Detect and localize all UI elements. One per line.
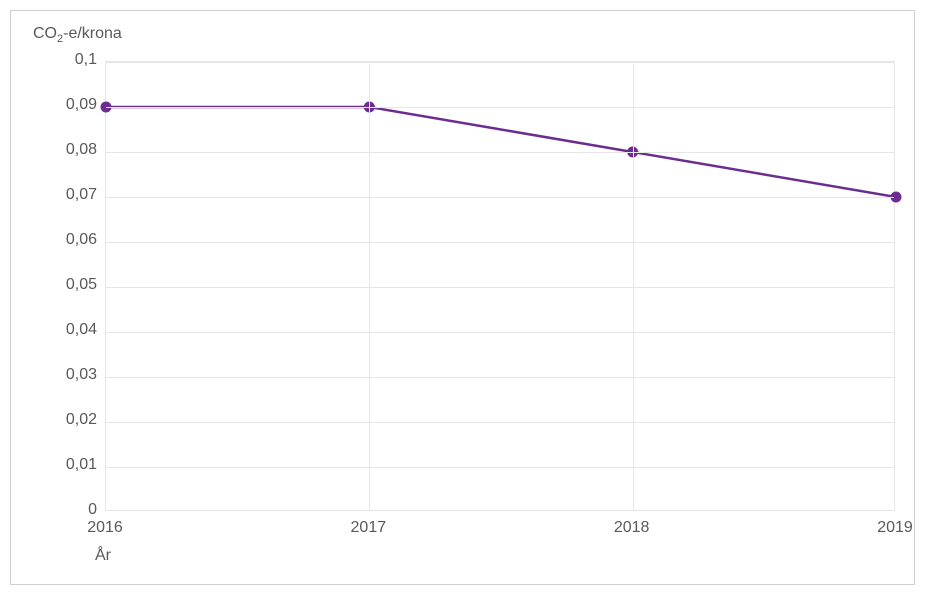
- plot-area: [105, 61, 895, 511]
- y-tick-label: 0,08: [47, 141, 97, 159]
- grid-line-horizontal: [106, 287, 894, 288]
- y-axis-title: CO2-e/krona: [33, 25, 122, 45]
- grid-line-horizontal: [106, 467, 894, 468]
- x-axis-title: År: [95, 547, 111, 565]
- chart-frame: CO2-e/krona År 0 0,01 0,02 0,03 0,04 0,05 0,06…: [10, 10, 915, 585]
- grid-line-vertical: [369, 62, 370, 510]
- y-tick-label: 0: [47, 501, 97, 519]
- grid-line-horizontal: [106, 152, 894, 153]
- grid-line-horizontal: [106, 377, 894, 378]
- y-tick-label: 0,06: [47, 231, 97, 249]
- grid-line-vertical: [633, 62, 634, 510]
- x-tick-label: 2019: [865, 519, 925, 537]
- grid-line-horizontal: [106, 197, 894, 198]
- y-tick-label: 0,05: [47, 276, 97, 294]
- y-tick-label: 0,04: [47, 321, 97, 339]
- y-tick-label: 0,02: [47, 411, 97, 429]
- y-tick-label: 0,01: [47, 456, 97, 474]
- grid-line-horizontal: [106, 332, 894, 333]
- y-tick-label: 0,1: [47, 51, 97, 69]
- grid-line-horizontal: [106, 242, 894, 243]
- grid-line-horizontal: [106, 422, 894, 423]
- y-tick-label: 0,09: [47, 96, 97, 114]
- grid-line-horizontal: [106, 62, 894, 63]
- x-tick-label: 2017: [338, 519, 398, 537]
- y-tick-label: 0,03: [47, 366, 97, 384]
- x-tick-label: 2018: [602, 519, 662, 537]
- x-tick-label: 2016: [75, 519, 135, 537]
- grid-line-horizontal: [106, 107, 894, 108]
- y-tick-label: 0,07: [47, 186, 97, 204]
